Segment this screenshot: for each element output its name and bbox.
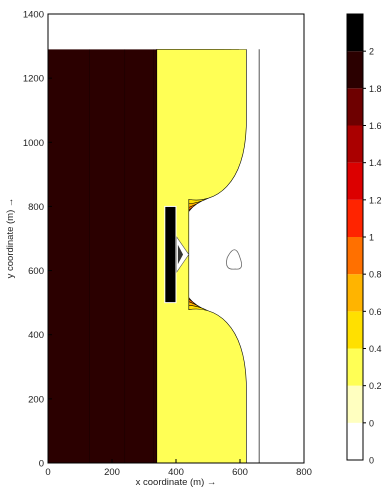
- colorbar-tick-label-8: 1.6: [369, 121, 382, 131]
- colorbar-tick-label-4: 0.8: [369, 270, 382, 280]
- x-axis-label: x coordinate (m) →: [136, 477, 217, 487]
- colorbar-segment-0: [347, 422, 363, 460]
- y-tick-label-200: 200: [28, 394, 44, 405]
- y-tick-label-1000: 1000: [23, 138, 44, 149]
- field-band-8: [156, 49, 247, 464]
- shadow-core: [177, 244, 184, 265]
- colorbar-segment-6: [347, 199, 363, 237]
- colorbar-tick-label-2: 0.4: [369, 344, 382, 354]
- x-tick-label-400: 400: [168, 467, 184, 478]
- colorbar-segment-4: [347, 274, 363, 312]
- colorbar-segment-2: [347, 348, 363, 386]
- y-tick-label-400: 400: [28, 330, 44, 341]
- colorbar-tick-label-0: 0: [369, 418, 374, 428]
- colorbar-segment-3: [347, 311, 363, 349]
- colorbar-segment-10: [347, 51, 363, 89]
- y-tick-label-0: 0: [39, 459, 44, 470]
- x-tick-label-0: 0: [45, 467, 50, 478]
- colorbar-segment-1: [347, 385, 363, 423]
- x-axis: 0 200 400 600 800: [45, 459, 312, 478]
- colorbar-tick-label-9: 1.8: [369, 84, 382, 94]
- field-band-far: [48, 49, 160, 464]
- x-tick-label-800: 800: [296, 467, 312, 478]
- x-tick-label-600: 600: [232, 467, 248, 478]
- colorbar-tick-label-1: 0.2: [369, 381, 382, 391]
- colorbar-tick-label-7: 1.4: [369, 158, 382, 168]
- colorbar-tick-label-6: 1.2: [369, 195, 382, 205]
- breakwater: [164, 205, 177, 304]
- colorbar-segment-11: [347, 14, 363, 52]
- y-tick-label-800: 800: [28, 202, 44, 213]
- colorbar-tick-label-5: 1: [369, 233, 374, 243]
- colorbar-tick-label-10: 2: [369, 47, 374, 57]
- colorbar-segment-5: [347, 237, 363, 275]
- y-tick-label-1200: 1200: [23, 74, 44, 85]
- y-axis-label: y coordinate (m) →: [5, 198, 16, 279]
- wave-height-field: [48, 49, 247, 464]
- colorbar-tick-label-base: 0: [369, 456, 374, 466]
- colorbar-segment-8: [347, 125, 363, 163]
- colorbar-segment-7: [347, 162, 363, 200]
- colorbar: 0 0.2 0.4 0.6 0.8 1 1.2 1.4 1.6 1.8 2 0: [346, 13, 382, 466]
- shadow-contour-island: [226, 249, 242, 270]
- y-tick-label-1400: 1400: [23, 10, 44, 21]
- y-axis: 0 200 400 600 800 1000 1200 1400: [23, 10, 52, 470]
- colorbar-segment-9: [347, 88, 363, 126]
- x-tick-label-200: 200: [104, 467, 120, 478]
- y-tick-label-600: 600: [28, 266, 44, 277]
- colorbar-tick-label-3: 0.6: [369, 307, 382, 317]
- plot-area: 0 200 400 600 800 0200400600800100012001400 …: [5, 10, 312, 487]
- breakwater-shadow-region: [176, 235, 242, 274]
